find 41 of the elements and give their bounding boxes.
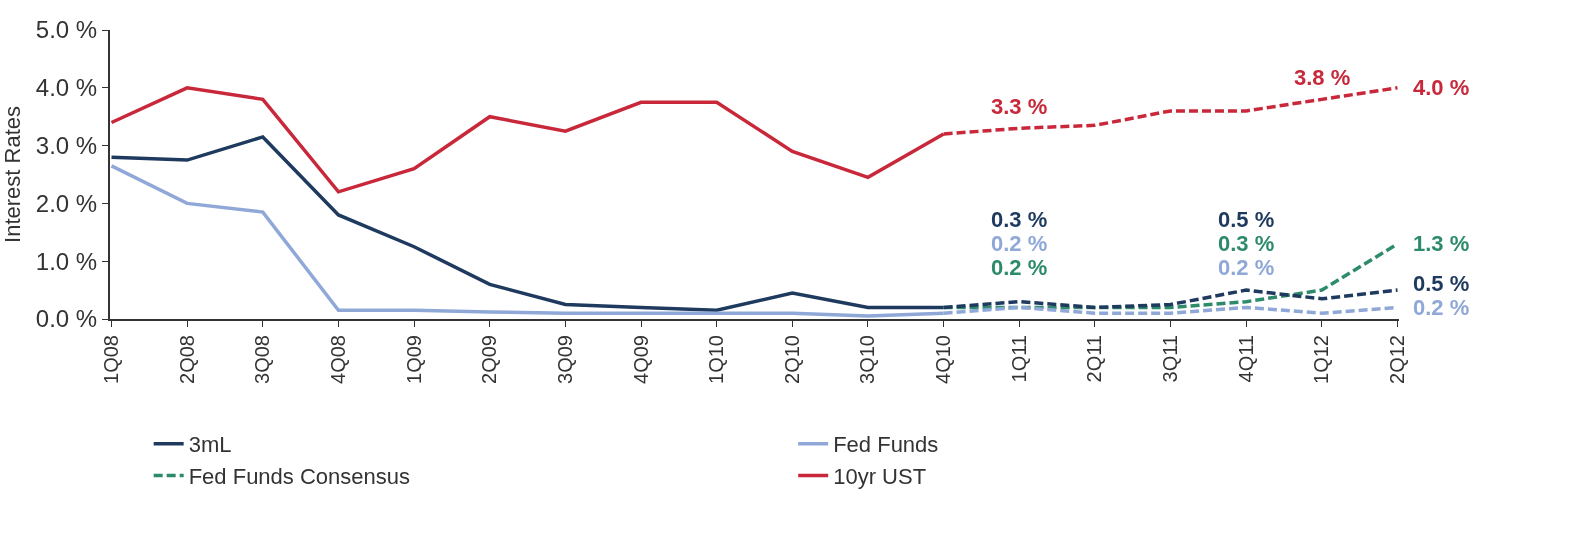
x-tick-label: 2Q08 xyxy=(175,335,198,384)
data-label: 0.2 % xyxy=(1218,255,1275,280)
data-label: 0.5 % xyxy=(1413,271,1470,296)
data-label: 0.2 % xyxy=(991,231,1048,256)
data-label: 0.2 % xyxy=(991,255,1048,280)
x-tick-label: 3Q10 xyxy=(856,335,879,384)
data-label: 4.0 % xyxy=(1413,75,1470,100)
y-tick-label: 1.0 % xyxy=(35,247,98,275)
y-axis-title: Interest Rates xyxy=(0,106,25,243)
x-tick-label: 1Q08 xyxy=(100,335,123,384)
x-tick-label: 4Q08 xyxy=(326,335,349,384)
x-tick-label: 4Q09 xyxy=(629,335,652,384)
y-tick-label: 0.0 % xyxy=(35,305,98,333)
x-tick-label: 3Q08 xyxy=(251,335,274,384)
y-tick-label: 5.0 % xyxy=(35,16,98,44)
legend-label: 10yr UST xyxy=(833,464,927,490)
data-label: 3.3 % xyxy=(991,94,1048,119)
x-tick-label: 4Q11 xyxy=(1234,335,1257,383)
legend-label: Fed Funds Consensus xyxy=(188,464,411,490)
x-tick-label: 2Q12 xyxy=(1385,335,1408,384)
data-label: 0.3 % xyxy=(1218,231,1275,256)
x-tick-label: 1Q12 xyxy=(1310,335,1333,384)
x-tick-label: 2Q09 xyxy=(478,335,501,384)
data-label: 1.3 % xyxy=(1413,231,1470,256)
x-tick-label: 3Q11 xyxy=(1159,335,1182,383)
legend-label: Fed Funds xyxy=(833,432,939,458)
x-tick-label: 2Q11 xyxy=(1083,335,1106,383)
y-tick-label: 3.0 % xyxy=(35,132,98,159)
x-tick-label: 1Q10 xyxy=(705,335,728,384)
data-label: 0.5 % xyxy=(1218,207,1275,232)
y-tick-label: 2.0 % xyxy=(35,189,98,217)
data-label: 0.3 % xyxy=(991,207,1048,232)
x-tick-label: 3Q09 xyxy=(553,335,576,384)
x-tick-label: 1Q11 xyxy=(1007,335,1030,383)
y-tick-label: 4.0 % xyxy=(35,74,98,102)
data-label: 0.2 % xyxy=(1413,295,1470,320)
x-tick-label: 4Q10 xyxy=(932,335,955,384)
data-label: 3.8 % xyxy=(1294,65,1351,90)
legend-label: 3mL xyxy=(188,432,232,458)
x-tick-label: 2Q10 xyxy=(780,335,803,384)
x-tick-label: 1Q09 xyxy=(402,335,425,384)
